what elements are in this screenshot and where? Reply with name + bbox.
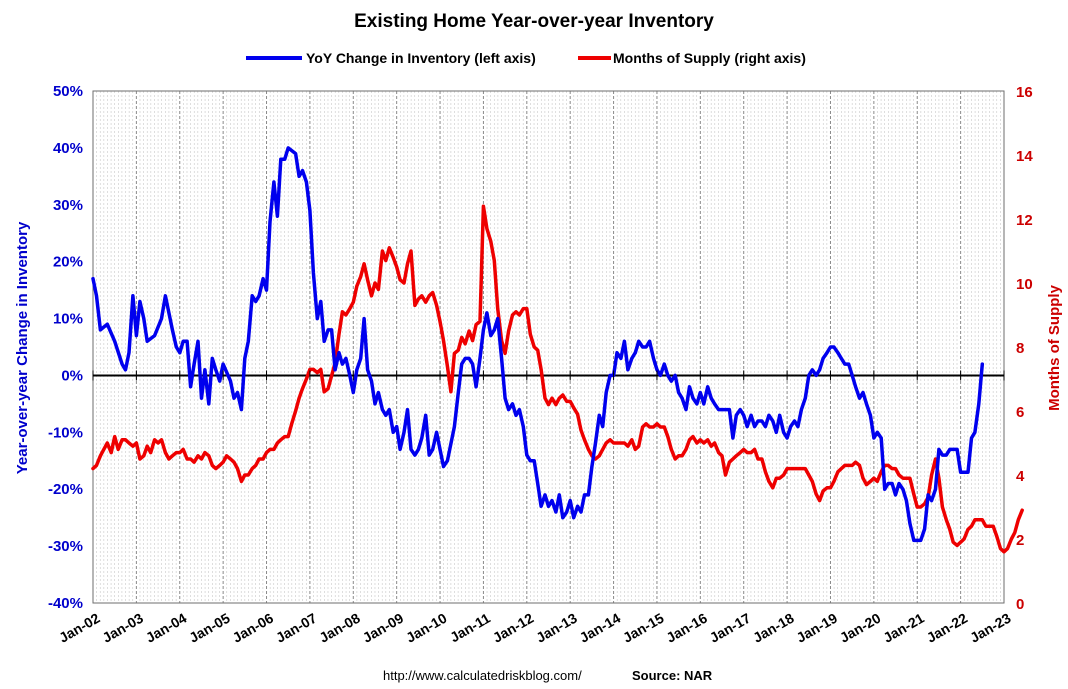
left-tick-label: -20% — [48, 481, 83, 498]
x-tick-label: Jan-05 — [186, 610, 233, 646]
x-tick-label: Jan-10 — [403, 610, 450, 646]
left-tick-label: -10% — [48, 424, 83, 441]
x-tick-label: Jan-11 — [447, 610, 493, 646]
x-tick-label: Jan-20 — [837, 610, 884, 646]
right-tick-label: 8 — [1016, 340, 1024, 357]
x-tick-label: Jan-03 — [99, 610, 146, 646]
x-tick-label: Jan-18 — [750, 610, 797, 646]
left-tick-label: -40% — [48, 595, 83, 612]
left-tick-label: 20% — [53, 254, 83, 271]
right-tick-label: 6 — [1016, 404, 1024, 421]
left-tick-label: 50% — [53, 83, 83, 100]
x-tick-label: Jan-09 — [360, 610, 407, 646]
x-tick-label: Jan-23 — [967, 610, 1014, 646]
left-axis-title: Year-over-year Change in Inventory — [14, 221, 31, 474]
x-tick-label: Jan-21 — [880, 610, 927, 646]
x-tick-label: Jan-14 — [577, 610, 624, 646]
source-url: http://www.calculatedriskblog.com/ — [383, 668, 582, 683]
plot-frame — [92, 90, 1005, 604]
right-tick-label: 4 — [1016, 468, 1025, 485]
x-tick-label: Jan-07 — [273, 610, 320, 646]
x-tick-label: Jan-16 — [663, 610, 710, 646]
left-tick-label: -30% — [48, 538, 83, 555]
right-tick-label: 10 — [1016, 276, 1033, 293]
x-tick-label: Jan-13 — [533, 610, 580, 646]
series-layer — [91, 146, 1024, 554]
left-tick-label: 30% — [53, 197, 83, 214]
legend-label-supply: Months of Supply (right axis) — [613, 50, 806, 66]
x-tick-label: Jan-12 — [490, 610, 537, 646]
left-tick-label: 40% — [53, 140, 83, 157]
x-tick-label: Jan-22 — [924, 610, 971, 646]
legend: YoY Change in Inventory (left axis) Mont… — [246, 50, 806, 66]
right-axis-title: Months of Supply — [1046, 284, 1063, 410]
right-tick-label: 16 — [1016, 84, 1033, 101]
left-tick-label: 10% — [53, 311, 83, 328]
x-tick-label: Jan-15 — [620, 610, 667, 646]
x-tick-label: Jan-02 — [56, 610, 103, 646]
x-tick-label: Jan-19 — [794, 610, 841, 646]
right-tick-label: 12 — [1016, 212, 1033, 229]
vertical-grid — [96, 91, 1001, 603]
right-tick-label: 0 — [1016, 596, 1024, 613]
left-tick-label: 0% — [61, 367, 83, 384]
series-line-yoy — [91, 146, 985, 543]
source-credit: Source: NAR — [632, 668, 713, 683]
x-tick-label: Jan-06 — [230, 610, 277, 646]
x-tick-label: Jan-04 — [143, 610, 190, 646]
x-tick-label: Jan-17 — [707, 610, 754, 646]
right-tick-label: 2 — [1016, 532, 1024, 549]
series-line-months-supply — [91, 204, 1024, 554]
source-line: http://www.calculatedriskblog.com/ Sourc… — [383, 668, 713, 683]
legend-label-yoy: YoY Change in Inventory (left axis) — [306, 50, 536, 66]
x-tick-label: Jan-08 — [316, 610, 363, 646]
right-tick-label: 14 — [1016, 148, 1033, 165]
chart-title: Existing Home Year-over-year Inventory — [354, 11, 714, 32]
